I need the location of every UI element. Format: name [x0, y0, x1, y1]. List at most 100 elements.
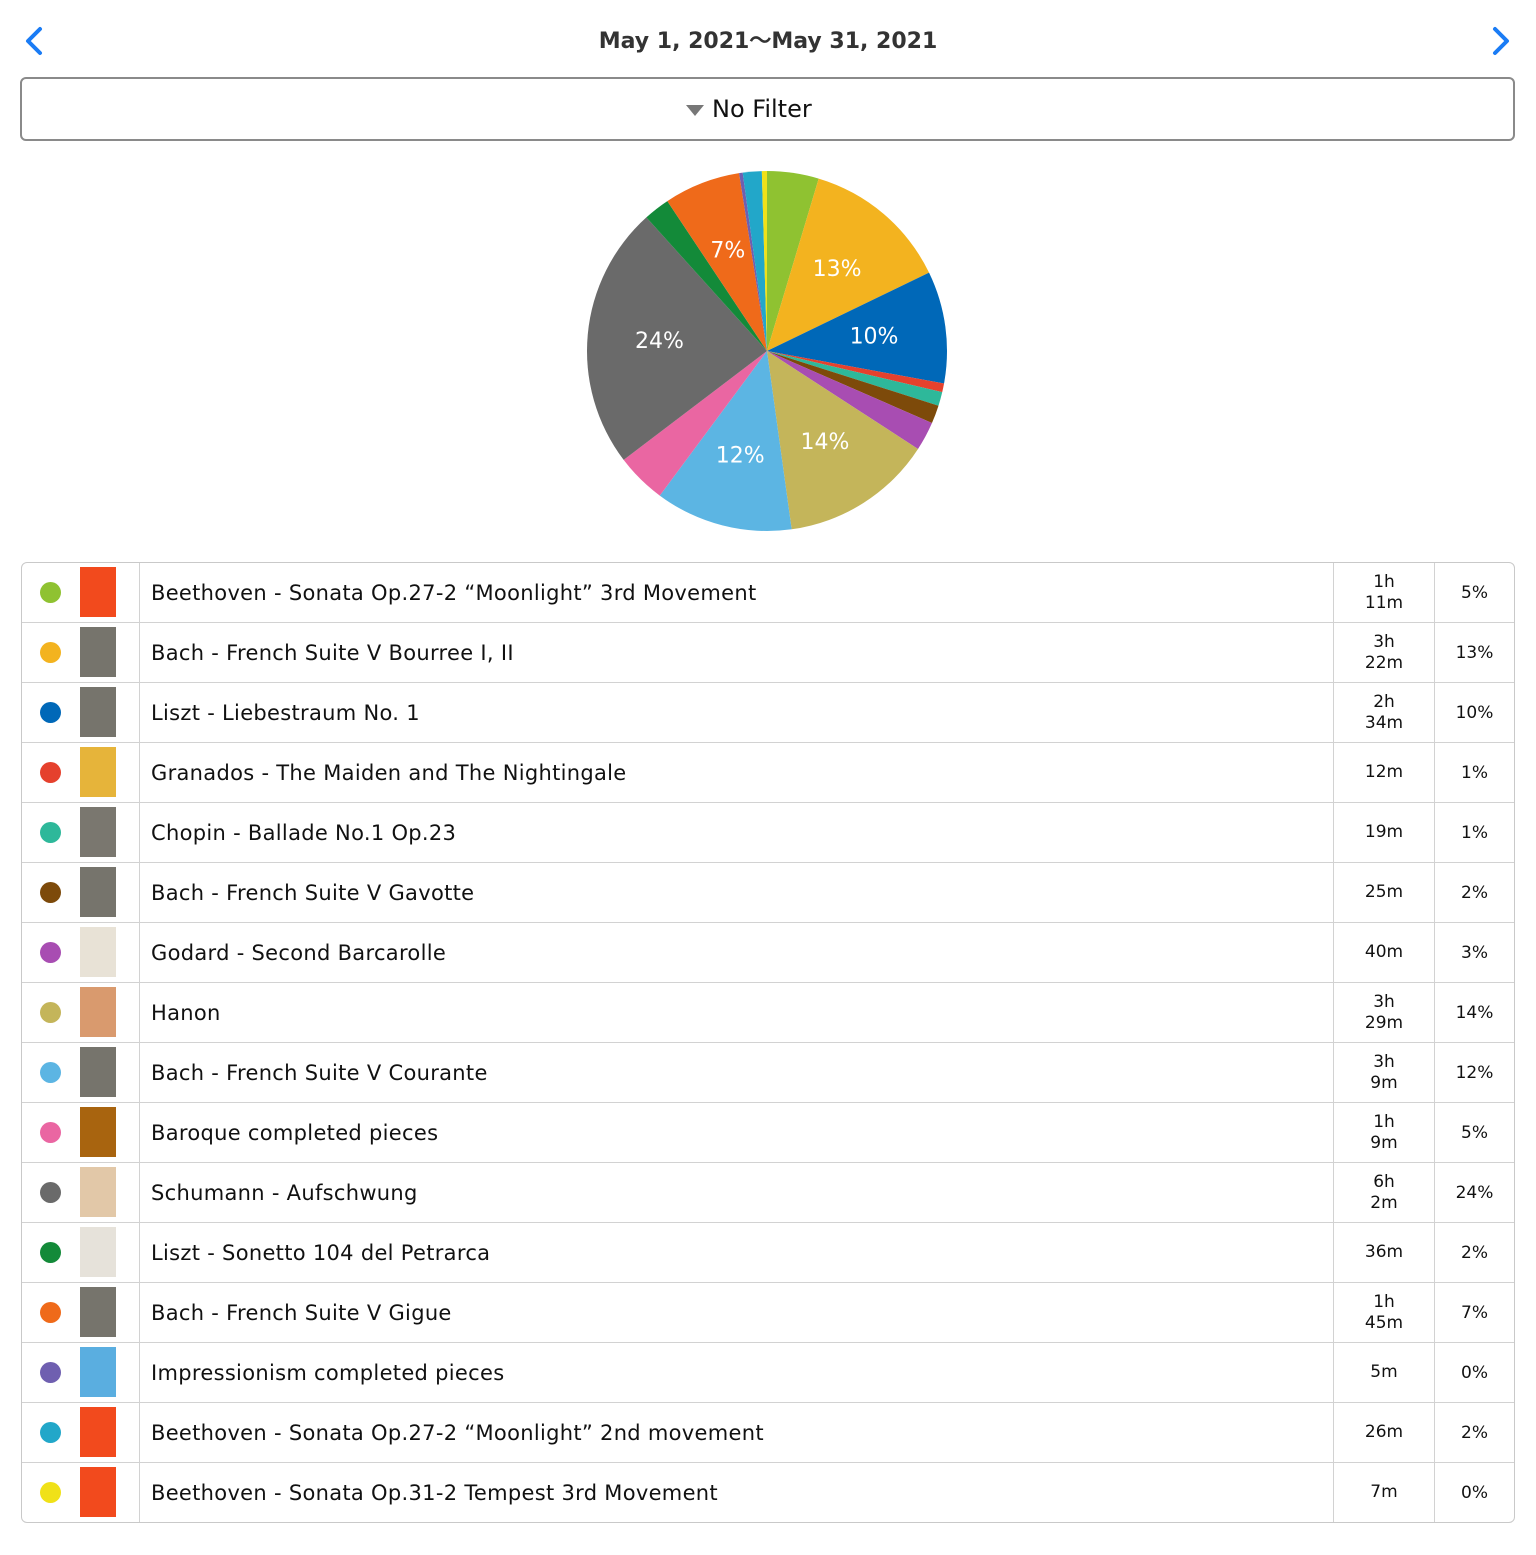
icon-cell [22, 1163, 140, 1222]
table-row[interactable]: Bach - French Suite V Gavotte 25m 2% [22, 863, 1514, 923]
pie-slice [767, 351, 945, 393]
piece-name: Beethoven - Sonata Op.31-2 Tempest 3rd M… [140, 1463, 1334, 1522]
thumbnail [80, 1167, 116, 1217]
slice-label: 10% [850, 325, 899, 350]
icon-cell [22, 1283, 140, 1342]
thumbnail [80, 1407, 116, 1457]
thumbnail [80, 687, 116, 737]
pie-slice [667, 173, 767, 351]
piece-name: Hanon [140, 983, 1334, 1042]
pie-slice [761, 171, 767, 351]
icon-cell [22, 1463, 140, 1522]
icon-cell [22, 683, 140, 742]
filter-button[interactable] [20, 77, 1515, 141]
table-row[interactable]: Chopin - Ballade No.1 Op.23 19m 1% [22, 803, 1514, 863]
practice-time: 40m [1334, 923, 1435, 982]
piece-name: Liszt - Liebestraum No. 1 [140, 683, 1334, 742]
legend-dot [40, 642, 61, 663]
table-row[interactable]: Bach - French Suite V Gigue 1h 45m 7% [22, 1283, 1514, 1343]
practice-time: 1h 9m [1334, 1103, 1435, 1162]
next-button[interactable] [1493, 27, 1509, 55]
thumbnail [80, 807, 116, 857]
percent: 2% [1461, 1422, 1488, 1443]
table-row[interactable]: Granados - The Maiden and The Nightingal… [22, 743, 1514, 803]
thumbnail [80, 627, 116, 677]
pie-slice [767, 351, 918, 530]
practice-time: 25m [1334, 863, 1435, 922]
table-row[interactable]: Hanon 3h 29m 14% [22, 983, 1514, 1043]
thumbnail [80, 1467, 116, 1517]
percent: 14% [1455, 1002, 1494, 1023]
pie-slice [623, 351, 767, 496]
piece-name: Impressionism completed pieces [140, 1343, 1334, 1402]
icon-cell [22, 983, 140, 1042]
practice-time: 5m [1334, 1343, 1435, 1402]
table-row[interactable]: Impressionism completed pieces 5m 0% [22, 1343, 1514, 1403]
slice-label: 13% [813, 257, 862, 282]
percent: 2% [1461, 882, 1488, 903]
thumbnail [80, 1047, 116, 1097]
legend-dot [40, 582, 61, 603]
thumbnail [80, 927, 116, 977]
icon-cell [22, 563, 140, 622]
piece-name: Chopin - Ballade No.1 Op.23 [140, 803, 1334, 862]
table-row[interactable]: Godard - Second Barcarolle 40m 3% [22, 923, 1514, 983]
practice-time: 3h 29m [1334, 983, 1435, 1042]
table-row[interactable]: Beethoven - Sonata Op.27-2 “Moonlight” 3… [22, 563, 1514, 623]
percent: 10% [1455, 702, 1494, 723]
icon-cell [22, 743, 140, 802]
pie-slice [646, 201, 767, 351]
percent: 2% [1461, 1242, 1488, 1263]
thumbnail [80, 1107, 116, 1157]
legend-dot [40, 1002, 61, 1023]
date-range: May 1, 2021〜May 31, 2021 [599, 29, 938, 54]
table-row[interactable]: Beethoven - Sonata Op.31-2 Tempest 3rd M… [22, 1463, 1514, 1522]
legend-dot [40, 1182, 61, 1203]
icon-cell [22, 923, 140, 982]
prev-button[interactable] [26, 27, 42, 55]
table-row[interactable]: Baroque completed pieces 1h 9m 5% [22, 1103, 1514, 1163]
practice-time: 1h 45m [1334, 1283, 1435, 1342]
percent: 5% [1461, 582, 1488, 603]
pie-slice [767, 272, 947, 384]
piece-name: Granados - The Maiden and The Nightingal… [140, 743, 1334, 802]
icon-cell [22, 623, 140, 682]
piece-name: Liszt - Sonetto 104 del Petrarca [140, 1223, 1334, 1282]
practice-time: 26m [1334, 1403, 1435, 1462]
legend-dot [40, 942, 61, 963]
percent: 24% [1455, 1182, 1494, 1203]
table-row[interactable]: Bach - French Suite V Courante 3h 9m 12% [22, 1043, 1514, 1103]
legend-dot [40, 1362, 61, 1383]
practice-time: 36m [1334, 1223, 1435, 1282]
percent: 13% [1455, 642, 1494, 663]
table-row[interactable]: Schumann - Aufschwung 6h 2m 24% [22, 1163, 1514, 1223]
practice-time: 1h 11m [1334, 563, 1435, 622]
pie-slice [742, 171, 767, 351]
table-row[interactable]: Bach - French Suite V Bourree I, II 3h 22… [22, 623, 1514, 683]
icon-cell [22, 1223, 140, 1282]
chart: May 1, 2021〜May 31, 2021 No Filter 13% 10… [20, 27, 1515, 531]
practice-time: 6h 2m [1334, 1163, 1435, 1222]
icon-cell [22, 863, 140, 922]
percent: 0% [1461, 1362, 1488, 1383]
table-row[interactable]: Liszt - Sonetto 104 del Petrarca 36m 2% [22, 1223, 1514, 1283]
table-row[interactable]: Beethoven - Sonata Op.27-2 “Moonlight” 2… [22, 1403, 1514, 1463]
percent: 12% [1455, 1062, 1494, 1083]
piece-name: Bach - French Suite V Courante [140, 1043, 1334, 1102]
pie-slice [767, 351, 943, 406]
slice-label: 7% [710, 238, 745, 263]
piece-name: Beethoven - Sonata Op.27-2 “Moonlight” 3… [140, 563, 1334, 622]
legend-dot [40, 822, 61, 843]
practice-time: 3h 22m [1334, 623, 1435, 682]
legend-dot [40, 1422, 61, 1443]
thumbnail [80, 1347, 116, 1397]
percent: 1% [1461, 762, 1488, 783]
thumbnail [80, 1227, 116, 1277]
table-row[interactable]: Liszt - Liebestraum No. 1 2h 34m 10% [22, 683, 1514, 743]
piece-name: Godard - Second Barcarolle [140, 923, 1334, 982]
pie-slice [767, 178, 930, 351]
percent: 1% [1461, 822, 1488, 843]
icon-cell [22, 1403, 140, 1462]
practice-time: 7m [1334, 1463, 1435, 1522]
